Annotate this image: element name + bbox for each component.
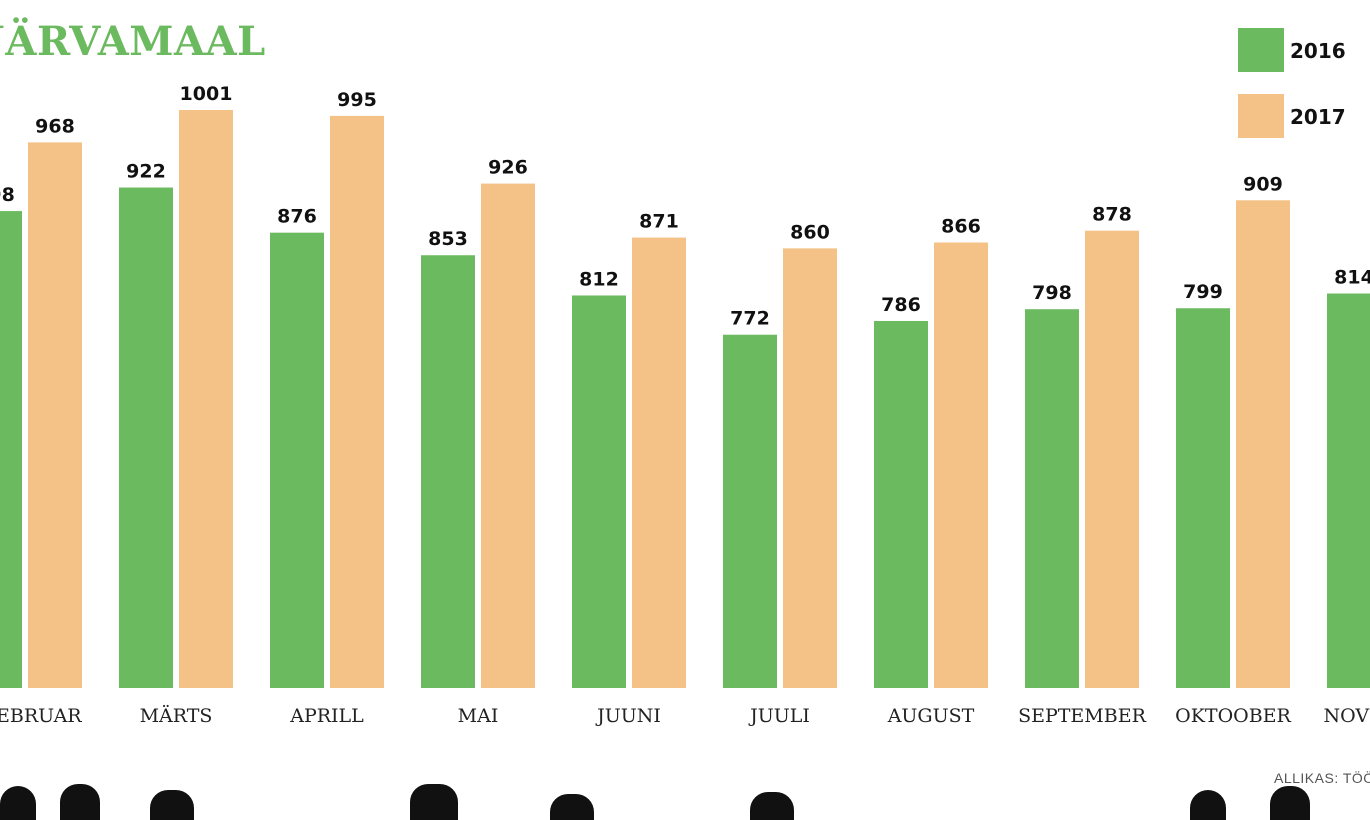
tick-label-oktoober: OKTOOBER bbox=[1175, 705, 1291, 727]
chart-title: JÄRVAMAAL bbox=[0, 18, 266, 65]
bar-2016-november bbox=[1327, 293, 1370, 688]
bar-2017-marts bbox=[179, 110, 233, 688]
data-label-2016-august: 786 bbox=[881, 294, 921, 316]
data-label-2017-mai: 926 bbox=[488, 157, 528, 179]
data-label-2017-august: 866 bbox=[941, 215, 981, 237]
data-label-2016-november: 814 bbox=[1334, 267, 1370, 289]
data-label-2016-mai: 853 bbox=[428, 228, 468, 250]
next-heading-fragment bbox=[0, 776, 1370, 820]
bar-2017-juuni bbox=[632, 237, 686, 689]
data-label-2017-oktoober: 909 bbox=[1243, 173, 1283, 195]
bar-2017-oktoober bbox=[1236, 200, 1290, 688]
data-label-2016-aprill: 876 bbox=[277, 206, 317, 228]
legend-label-2016: 2016 bbox=[1290, 39, 1346, 63]
bar-2016-mai bbox=[421, 255, 475, 688]
tick-label-aprill: APRILL bbox=[289, 705, 364, 727]
bar-2016-september bbox=[1025, 309, 1079, 688]
tick-label-juuli: JUULI bbox=[748, 705, 810, 727]
bar-2017-juuli bbox=[783, 248, 837, 688]
tick-label-november: NOVEMBER bbox=[1323, 705, 1370, 727]
bar-2017-mai bbox=[481, 183, 535, 689]
bar-2016-marts bbox=[119, 187, 173, 689]
tick-label-mai: MAI bbox=[458, 705, 499, 727]
legend-swatch-2016 bbox=[1238, 28, 1284, 72]
bar-2017-august bbox=[934, 242, 988, 689]
data-label-2016-juuli: 772 bbox=[730, 308, 770, 330]
bar-2017-aprill bbox=[330, 115, 384, 689]
tick-label-august: AUGUST bbox=[887, 705, 975, 727]
data-label-2016-veebruar: 898 bbox=[0, 184, 15, 206]
bar-2016-veebruar bbox=[0, 211, 22, 688]
data-label-2016-september: 798 bbox=[1032, 282, 1072, 304]
data-label-2017-veebruar: 968 bbox=[35, 115, 75, 137]
bar-2017-september bbox=[1085, 230, 1139, 688]
data-label-2017-september: 878 bbox=[1092, 204, 1132, 226]
data-label-2017-marts: 1001 bbox=[180, 83, 233, 105]
bar-2016-august bbox=[874, 320, 928, 688]
tick-label-marts: MÄRTS bbox=[140, 704, 213, 727]
bar-2016-juuni bbox=[572, 295, 626, 688]
tick-label-juuni: JUUNI bbox=[595, 705, 661, 727]
data-label-2017-aprill: 995 bbox=[337, 89, 377, 111]
bar-2016-juuli bbox=[723, 334, 777, 688]
source-note: ALLIKAS: TÖÖ bbox=[1274, 770, 1370, 786]
bar-2017-veebruar bbox=[28, 142, 82, 689]
tick-label-september: SEPTEMBER bbox=[1018, 705, 1146, 727]
legend-label-2017: 2017 bbox=[1290, 105, 1346, 129]
bar-chart: 898 968 VEEBRUAR 922 1001 MÄRTS 876 995 APRILL 85… bbox=[0, 83, 1370, 727]
data-label-2017-juuli: 860 bbox=[790, 221, 830, 243]
data-label-2016-oktoober: 799 bbox=[1183, 281, 1223, 303]
data-label-2017-juuni: 871 bbox=[639, 211, 679, 233]
data-label-2016-marts: 922 bbox=[126, 161, 166, 183]
bar-2016-aprill bbox=[270, 232, 324, 688]
data-label-2016-juuni: 812 bbox=[579, 268, 619, 290]
bar-2016-oktoober bbox=[1176, 308, 1230, 688]
tick-label-veebruar: VEEBRUAR bbox=[0, 705, 82, 727]
legend-swatch-2017 bbox=[1238, 94, 1284, 138]
